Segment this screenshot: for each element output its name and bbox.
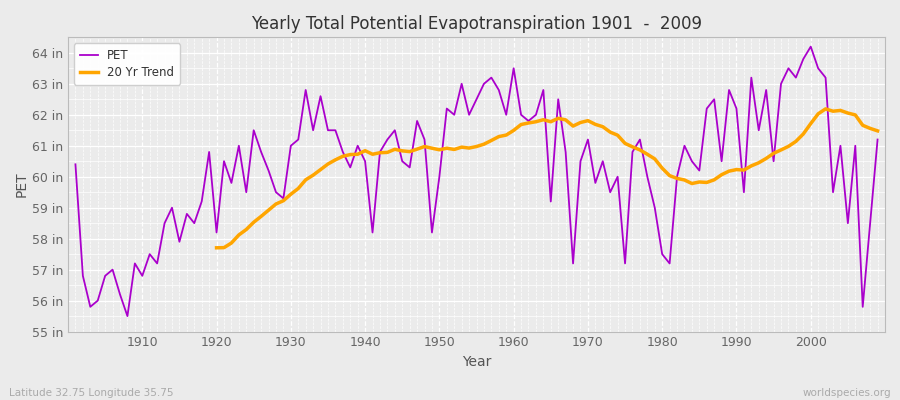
20 Yr Trend: [411, 147, 422, 152]
PET: [137, 274, 148, 278]
PET: [516, 112, 526, 117]
20 Yr Trend: [820, 106, 831, 111]
20 Yr Trend: [760, 156, 771, 161]
PET: [806, 44, 816, 49]
Legend: PET, 20 Yr Trend: PET, 20 Yr Trend: [74, 43, 180, 84]
20 Yr Trend: [850, 112, 860, 117]
Text: worldspecies.org: worldspecies.org: [803, 388, 891, 398]
Line: PET: PET: [76, 47, 878, 316]
PET: [508, 66, 519, 71]
PET: [605, 190, 616, 195]
20 Yr Trend: [301, 178, 311, 182]
Text: Latitude 32.75 Longitude 35.75: Latitude 32.75 Longitude 35.75: [9, 388, 174, 398]
20 Yr Trend: [671, 176, 682, 181]
PET: [345, 165, 356, 170]
Y-axis label: PET: PET: [15, 172, 29, 197]
PET: [301, 88, 311, 92]
20 Yr Trend: [776, 148, 787, 152]
X-axis label: Year: Year: [462, 355, 491, 369]
Line: 20 Yr Trend: 20 Yr Trend: [217, 109, 878, 248]
PET: [122, 314, 133, 318]
20 Yr Trend: [212, 245, 222, 250]
Title: Yearly Total Potential Evapotranspiration 1901  -  2009: Yearly Total Potential Evapotranspiratio…: [251, 15, 702, 33]
20 Yr Trend: [872, 128, 883, 133]
PET: [70, 162, 81, 167]
PET: [872, 137, 883, 142]
